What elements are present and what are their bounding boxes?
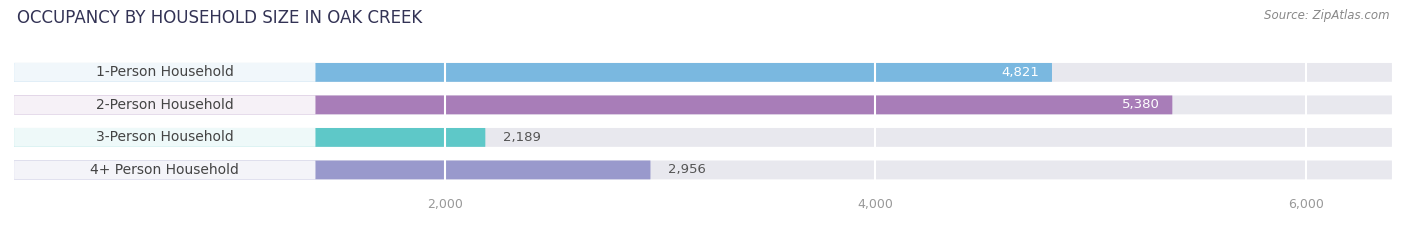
FancyBboxPatch shape [14, 128, 315, 147]
Text: 4,821: 4,821 [1001, 66, 1039, 79]
Text: Source: ZipAtlas.com: Source: ZipAtlas.com [1264, 9, 1389, 22]
FancyBboxPatch shape [14, 161, 315, 179]
Text: 4+ Person Household: 4+ Person Household [90, 163, 239, 177]
Text: 3-Person Household: 3-Person Household [96, 130, 233, 144]
FancyBboxPatch shape [14, 63, 315, 82]
Text: OCCUPANCY BY HOUSEHOLD SIZE IN OAK CREEK: OCCUPANCY BY HOUSEHOLD SIZE IN OAK CREEK [17, 9, 422, 27]
FancyBboxPatch shape [14, 128, 1392, 147]
FancyBboxPatch shape [14, 96, 1392, 114]
FancyBboxPatch shape [14, 63, 1392, 82]
Text: 2,956: 2,956 [668, 163, 706, 176]
FancyBboxPatch shape [14, 96, 1173, 114]
FancyBboxPatch shape [14, 161, 1392, 179]
FancyBboxPatch shape [14, 128, 485, 147]
FancyBboxPatch shape [14, 96, 315, 114]
FancyBboxPatch shape [14, 63, 1052, 82]
Text: 1-Person Household: 1-Person Household [96, 65, 233, 79]
Text: 2,189: 2,189 [502, 131, 540, 144]
FancyBboxPatch shape [14, 161, 651, 179]
Text: 2-Person Household: 2-Person Household [96, 98, 233, 112]
Text: 5,380: 5,380 [1122, 98, 1160, 111]
